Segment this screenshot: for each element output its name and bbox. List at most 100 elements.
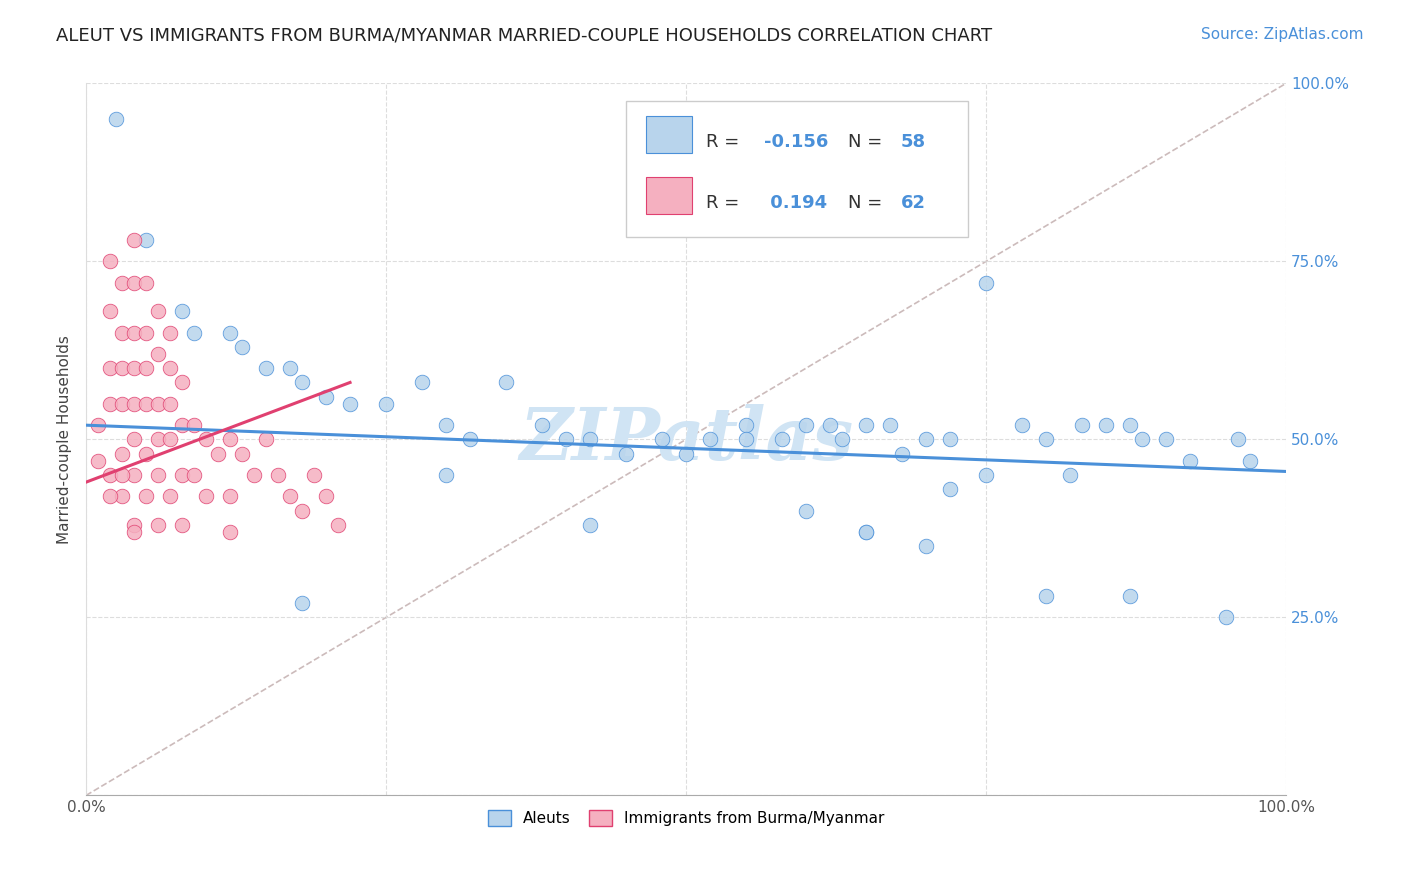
Point (146, 347, 169, 361)
Point (267, 468, 290, 483)
Point (122, 233, 145, 247)
Point (231, 340, 253, 354)
Point (278, 489, 301, 503)
Point (146, 304, 169, 318)
Point (135, 326, 157, 340)
Point (122, 517, 145, 532)
Point (770, 433, 793, 447)
Point (122, 397, 145, 411)
Point (170, 517, 193, 532)
Point (111, 361, 134, 376)
Point (146, 397, 169, 411)
Point (434, 468, 457, 483)
Text: R =: R = (706, 134, 745, 152)
Point (183, 468, 205, 483)
Point (183, 326, 205, 340)
Point (651, 433, 673, 447)
Point (1226, 433, 1249, 447)
Point (675, 447, 697, 461)
Point (135, 233, 157, 247)
Point (231, 447, 253, 461)
Point (254, 433, 277, 447)
Point (219, 433, 242, 447)
Point (146, 433, 169, 447)
Point (855, 524, 877, 539)
Point (135, 447, 157, 461)
Point (1119, 589, 1142, 603)
Point (195, 489, 218, 503)
Point (735, 433, 758, 447)
Point (135, 397, 157, 411)
Point (291, 596, 314, 610)
Point (915, 539, 938, 553)
Point (135, 489, 157, 503)
Point (159, 489, 181, 503)
Point (891, 447, 914, 461)
Point (135, 276, 157, 290)
Point (614, 447, 637, 461)
Point (1178, 454, 1201, 468)
Point (315, 489, 337, 503)
Point (1130, 433, 1153, 447)
Point (135, 361, 157, 376)
Point (1215, 610, 1237, 624)
Point (146, 468, 169, 483)
Point (879, 418, 901, 433)
Point (531, 418, 554, 433)
Point (579, 433, 602, 447)
Point (219, 489, 242, 503)
Point (735, 418, 758, 433)
Point (98, 254, 121, 268)
Point (1239, 454, 1261, 468)
Point (159, 433, 181, 447)
Point (111, 447, 134, 461)
Point (159, 397, 181, 411)
Text: ZIPatlas: ZIPatlas (519, 404, 853, 475)
Point (87, 454, 110, 468)
Point (915, 433, 938, 447)
Point (122, 276, 145, 290)
Point (98, 361, 121, 376)
Point (278, 361, 301, 376)
Point (302, 468, 325, 483)
Point (146, 517, 169, 532)
Point (315, 390, 337, 404)
Point (939, 482, 962, 496)
Point (98, 397, 121, 411)
Point (1154, 433, 1177, 447)
Point (207, 447, 229, 461)
Point (195, 433, 218, 447)
Y-axis label: Married-couple Households: Married-couple Households (58, 335, 72, 544)
Text: 0.194: 0.194 (763, 194, 827, 212)
Point (243, 468, 266, 483)
Text: N =: N = (848, 194, 889, 212)
Point (1035, 433, 1057, 447)
Point (111, 489, 134, 503)
Point (170, 418, 193, 433)
Point (111, 326, 134, 340)
Point (1011, 418, 1033, 433)
Point (855, 418, 877, 433)
Point (159, 361, 181, 376)
Point (974, 468, 997, 483)
Point (291, 503, 314, 517)
Point (105, 112, 128, 126)
Point (495, 376, 517, 390)
Point (111, 397, 134, 411)
Text: R =: R = (706, 194, 745, 212)
Point (122, 524, 145, 539)
FancyBboxPatch shape (647, 116, 692, 153)
Point (939, 433, 962, 447)
Point (974, 276, 997, 290)
FancyBboxPatch shape (647, 177, 692, 214)
Point (794, 503, 817, 517)
Point (458, 433, 481, 447)
Point (375, 397, 398, 411)
Legend: Aleuts, Immigrants from Burma/Myanmar: Aleuts, Immigrants from Burma/Myanmar (479, 803, 891, 834)
Point (170, 304, 193, 318)
Point (855, 524, 877, 539)
Point (122, 433, 145, 447)
Text: Source: ZipAtlas.com: Source: ZipAtlas.com (1201, 27, 1364, 42)
Point (111, 276, 134, 290)
Point (1095, 418, 1118, 433)
